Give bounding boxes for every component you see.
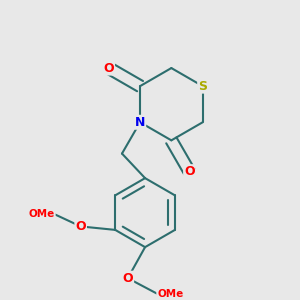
Text: OMe: OMe [157, 289, 183, 299]
Text: O: O [103, 61, 114, 75]
Text: O: O [75, 220, 86, 233]
Text: OMe: OMe [28, 209, 55, 219]
Text: O: O [184, 165, 195, 178]
Text: O: O [122, 272, 133, 285]
Text: N: N [135, 116, 145, 129]
Text: S: S [198, 80, 207, 93]
